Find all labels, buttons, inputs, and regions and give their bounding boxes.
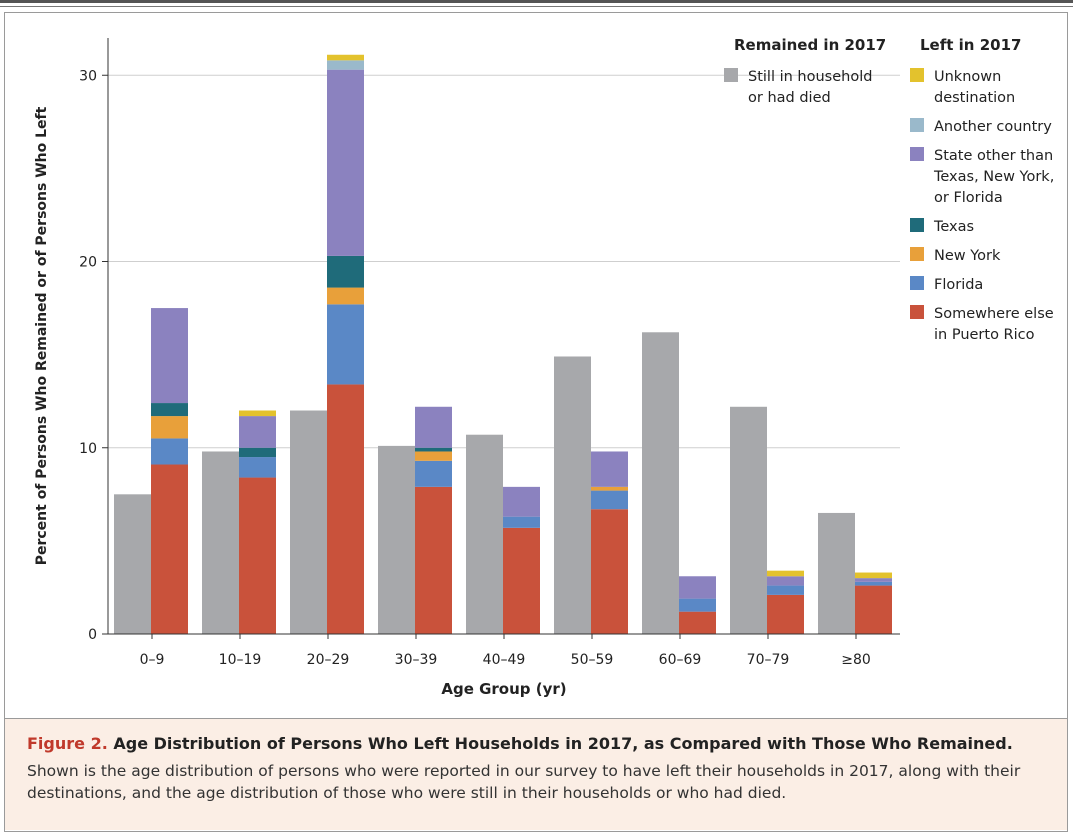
y-tick-label: 10 (79, 441, 97, 457)
bar-left-segment (239, 416, 276, 448)
bar-left-segment (327, 60, 364, 70)
bar-left-segment (591, 509, 628, 634)
legend-left-swatch (910, 68, 924, 82)
bar-left-segment (327, 69, 364, 256)
legend-left-label: New York (934, 248, 1001, 264)
figure-caption: Figure 2. Age Distribution of Persons Wh… (5, 718, 1067, 830)
bar-left-segment (239, 457, 276, 478)
bar-remained (378, 445, 415, 634)
bar-left-segment (679, 611, 716, 634)
bar-left-segment (151, 308, 188, 404)
x-axis-title: Age Group (yr) (441, 680, 566, 698)
legend-left-swatch (910, 147, 924, 161)
legend-left-label: State other than (934, 148, 1053, 164)
legend-left-heading: Left in 2017 (920, 36, 1021, 54)
legend-left-label: or Florida (934, 190, 1003, 206)
y-tick-label: 0 (88, 627, 97, 643)
bar-left-segment (855, 572, 892, 579)
x-tick-label: 30–39 (395, 652, 438, 668)
bar-remained (642, 332, 679, 634)
bar-left-segment (151, 403, 188, 417)
x-tick-label: 0–9 (140, 652, 165, 668)
bar-left-segment (767, 570, 804, 577)
bar-left-segment (327, 54, 364, 61)
bar-remained (818, 512, 855, 634)
legend-left-label: Texas (933, 219, 974, 235)
legend-left-label: in Puerto Rico (934, 327, 1035, 343)
legend-remained-heading: Remained in 2017 (734, 36, 886, 54)
top-rule (0, 0, 1073, 3)
x-tick-label: 10–19 (219, 652, 262, 668)
caption-title-line: Figure 2. Age Distribution of Persons Wh… (27, 734, 1051, 754)
bar-left-segment (327, 255, 364, 288)
x-tick-label: 20–29 (307, 652, 350, 668)
top-rule-thin (0, 6, 1073, 7)
x-tick-label: 70–79 (747, 652, 790, 668)
bar-left-segment (151, 438, 188, 465)
bar-left-segment (767, 585, 804, 595)
caption-body: Shown is the age distribution of persons… (27, 762, 1021, 802)
bar-left-segment (415, 406, 452, 448)
figure-frame (4, 12, 1068, 832)
legend-left-label: Florida (934, 277, 983, 293)
bar-left-segment (415, 486, 452, 634)
bar-left-segment (415, 451, 452, 461)
bar-left-segment (239, 477, 276, 634)
bar-remained (290, 410, 327, 634)
bar-remained (554, 356, 591, 634)
y-axis-title: Percent of Persons Who Remained or of Pe… (34, 106, 50, 565)
bar-left-segment (503, 527, 540, 634)
bar-left-segment (503, 486, 540, 517)
legend-left-label: destination (934, 90, 1015, 106)
x-tick-label: ≥80 (841, 652, 871, 668)
legend-left-swatch (910, 276, 924, 290)
bar-left-segment (855, 581, 892, 586)
bar-left-segment (151, 416, 188, 439)
legend-left-label: Another country (934, 119, 1052, 135)
bar-left-segment (415, 460, 452, 487)
legend-left-swatch (910, 305, 924, 319)
bar-remained (114, 494, 151, 634)
bar-left-segment (855, 578, 892, 582)
legend-left-label: Somewhere else (934, 306, 1054, 322)
legend-remained-swatch (724, 68, 738, 82)
legend-left-label: Unknown (934, 69, 1001, 85)
bar-left-segment (767, 576, 804, 586)
legend-left-label: Texas, New York, (933, 169, 1054, 185)
bar-left-segment (327, 304, 364, 385)
bar-left-segment (327, 384, 364, 634)
bar-remained (202, 451, 239, 634)
bar-left-segment (239, 410, 276, 417)
bar-left-segment (591, 486, 628, 491)
bar-left-segment (239, 447, 276, 458)
legend-remained-label: Still in household (748, 69, 872, 85)
bar-chart: 0–9 10–19 20–29 30–39 40–49 50–59 60–69 70–79 ≥8… (34, 36, 1054, 698)
legend-left-swatch (910, 218, 924, 232)
x-tick-label: 50–59 (571, 652, 614, 668)
bar-left-segment (591, 490, 628, 510)
figure-label: Figure 2. (27, 734, 108, 753)
legend-left-swatch (910, 247, 924, 261)
bar-left-segment (503, 516, 540, 528)
y-tick-label: 30 (79, 68, 97, 84)
x-tick-label: 40–49 (483, 652, 526, 668)
bar-left-segment (679, 598, 716, 612)
y-tick-label: 20 (79, 255, 97, 271)
bar-remained (730, 406, 767, 634)
bar-left-segment (415, 447, 452, 452)
figure-title: Age Distribution of Persons Who Left Hou… (113, 734, 1013, 753)
legend-remained-label: or had died (748, 90, 831, 106)
x-tick-label: 60–69 (659, 652, 702, 668)
bar-left-segment (591, 451, 628, 487)
legend-left-swatch (910, 118, 924, 132)
bar-remained (466, 434, 503, 634)
bar-left-segment (151, 464, 188, 634)
bar-left-segment (767, 594, 804, 634)
bar-left-segment (855, 585, 892, 634)
bar-left-segment (327, 287, 364, 305)
bar-left-segment (679, 576, 716, 599)
